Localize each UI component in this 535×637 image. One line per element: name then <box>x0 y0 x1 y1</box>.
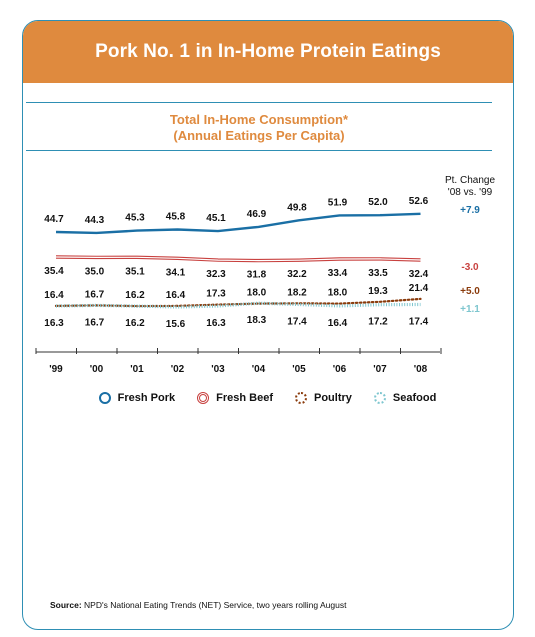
poultry-value-label: 19.3 <box>368 286 388 297</box>
legend-label: Poultry <box>314 392 352 404</box>
legend-item: Fresh Pork <box>98 392 176 404</box>
x-tick-label: '03 <box>211 364 225 375</box>
fresh-beef-value-label: 35.1 <box>125 266 145 277</box>
fresh-pork-value-label: 46.9 <box>247 209 267 220</box>
seafood-value-label: 17.4 <box>287 316 307 327</box>
legend-marker-icon <box>98 392 111 404</box>
x-tick-label: '07 <box>373 364 387 375</box>
fresh-pork-value-label: 51.9 <box>328 197 348 208</box>
seafood-value-label: 16.4 <box>328 318 348 329</box>
legend-marker-icon <box>295 392 307 404</box>
fresh-beef-value-label: 35.0 <box>85 266 105 277</box>
source-note: Source: NPD's National Eating Trends (NE… <box>50 600 346 610</box>
poultry-value-label: 16.2 <box>125 290 145 301</box>
fresh-beef-value-label: 34.1 <box>166 267 186 278</box>
chart-title: Total In-Home Consumption* <box>169 112 349 127</box>
top-rule <box>26 102 492 103</box>
legend-marker-icon <box>197 392 210 404</box>
fresh-beef-value-label: 32.2 <box>287 269 307 280</box>
title-banner: Pork No. 1 in In-Home Protein Eatings <box>23 21 513 83</box>
x-tick-label: '02 <box>171 364 185 375</box>
fresh-pork-change: +7.9 <box>460 205 480 216</box>
legend-label: Fresh Beef <box>216 392 273 404</box>
poultry-value-label: 18.2 <box>287 287 307 298</box>
poultry-change: +5.0 <box>460 286 480 297</box>
x-tick-label: '04 <box>252 364 266 375</box>
fresh-beef-value-label: 35.4 <box>44 266 64 277</box>
fresh-beef-value-label: 31.8 <box>247 270 267 281</box>
source-text: NPD's National Eating Trends (NET) Servi… <box>84 600 347 610</box>
poultry-value-label: 17.3 <box>206 289 226 300</box>
fresh-beef-change: -3.0 <box>461 262 479 273</box>
fresh-pork-value-label: 44.7 <box>44 214 64 225</box>
fresh-pork-value-label: 52.6 <box>409 196 429 207</box>
legend-label: Seafood <box>392 392 437 404</box>
chart-subtitle: (Annual Eatings Per Capita) <box>173 128 345 143</box>
chart-frame: Pork No. 1 in In-Home Protein Eatings <box>22 20 514 630</box>
legend: Fresh Pork Fresh Beef Poultry Seafood <box>0 392 535 404</box>
x-tick-label: '00 <box>90 364 104 375</box>
fresh-pork-line <box>55 212 421 235</box>
bottom-rule <box>26 150 492 151</box>
fresh-beef-value-label: 32.4 <box>409 269 429 280</box>
source-label: Source: <box>50 600 82 610</box>
fresh-beef-line-inner <box>55 256 421 262</box>
legend-item: Seafood <box>373 392 437 404</box>
legend-label: Fresh Pork <box>117 392 176 404</box>
fresh-beef-value-label: 33.4 <box>328 268 348 279</box>
fresh-beef-value-label: 32.3 <box>206 269 226 280</box>
poultry-value-label: 16.4 <box>44 290 64 301</box>
seafood-change: +1.1 <box>460 304 480 315</box>
poultry-value-label: 18.0 <box>328 288 348 299</box>
x-tick-label: '05 <box>292 364 306 375</box>
seafood-value-label: 16.7 <box>85 317 105 328</box>
legend-marker-icon <box>373 392 386 404</box>
seafood-value-label: 16.3 <box>206 318 226 329</box>
fresh-beef-value-label: 33.5 <box>368 268 388 279</box>
fresh-pork-value-label: 45.3 <box>125 213 145 224</box>
change-header-line: '08 vs. '99 <box>448 187 493 198</box>
poultry-value-label: 18.0 <box>247 288 267 299</box>
fresh-pork-value-label: 45.1 <box>206 213 226 224</box>
poultry-value-label: 16.4 <box>166 290 186 301</box>
x-tick-label: '08 <box>414 364 428 375</box>
seafood-value-label: 15.6 <box>166 319 186 330</box>
x-tick-label: '99 <box>49 364 63 375</box>
x-tick-label: '01 <box>130 364 144 375</box>
page-title: Pork No. 1 in In-Home Protein Eatings <box>95 41 441 62</box>
fresh-pork-value-label: 49.8 <box>287 202 307 213</box>
legend-item: Fresh Beef <box>197 392 273 404</box>
seafood-value-label: 18.3 <box>247 315 267 326</box>
seafood-value-label: 17.2 <box>368 317 388 328</box>
seafood-value-label: 16.2 <box>125 318 145 329</box>
change-header-line: Pt. Change <box>445 175 495 186</box>
legend-item: Poultry <box>295 392 352 404</box>
seafood-line <box>55 301 421 309</box>
seafood-value-label: 17.4 <box>409 316 429 327</box>
x-tick-label: '06 <box>333 364 347 375</box>
seafood-value-label: 16.3 <box>44 318 64 329</box>
fresh-pork-value-label: 52.0 <box>368 197 388 208</box>
fresh-pork-value-label: 44.3 <box>85 215 105 226</box>
poultry-value-label: 21.4 <box>409 283 429 294</box>
fresh-pork-value-label: 45.8 <box>166 211 186 222</box>
poultry-value-label: 16.7 <box>85 289 105 300</box>
